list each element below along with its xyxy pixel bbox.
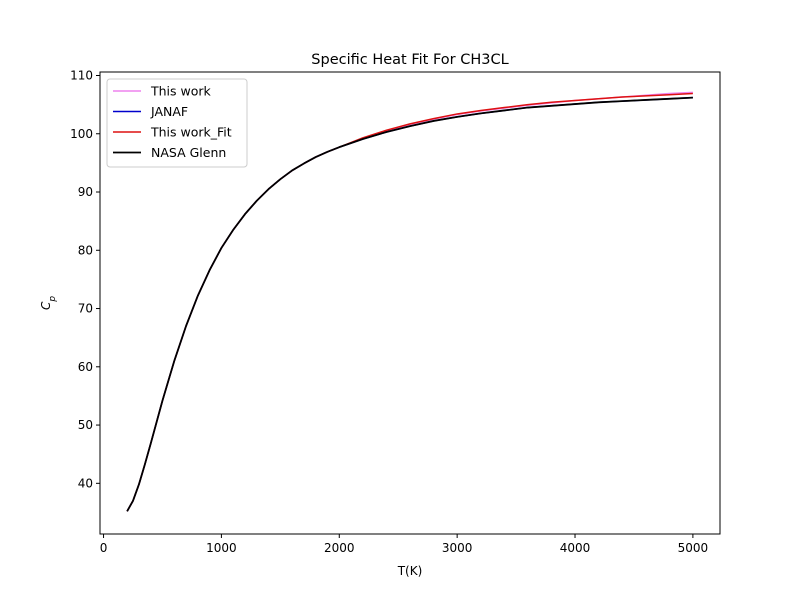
y-tick-label: 50 [78,418,93,432]
y-tick-label: 80 [78,243,93,257]
legend-label-3: NASA Glenn [151,145,226,160]
y-tick-label: 100 [70,127,93,141]
y-tick-label: 110 [70,68,93,82]
y-tick-label: 40 [78,476,93,490]
chart-title: Specific Heat Fit For CH3CL [311,52,508,68]
x-tick-label: 5000 [678,541,709,555]
y-tick-label: 70 [78,302,93,316]
x-axis-label: T(K) [397,564,423,578]
y-axis-label: Cp [39,296,58,310]
plot-frame [99,71,721,535]
x-tick-label: 1000 [206,541,237,555]
legend-label-2: This work_Fit [150,125,232,140]
y-tick-label: 60 [78,360,93,374]
legend-label-0: This work [150,84,212,99]
x-tick-label: 0 [100,541,108,555]
series-layer [126,91,693,512]
x-tick-label: 3000 [442,541,473,555]
legend: This work JANAF This work_Fit NASA Glenn [106,78,248,168]
x-tick-label: 2000 [324,541,355,555]
y-axis: 40 50 60 70 80 90 100 110 [70,68,100,490]
legend-frame [106,78,248,168]
x-axis: 0 1000 2000 3000 4000 5000 [100,534,708,555]
series-line-3 [126,96,693,512]
x-tick-label: 4000 [560,541,591,555]
legend-label-1: JANAF [150,104,188,119]
y-tick-label: 90 [78,185,93,199]
